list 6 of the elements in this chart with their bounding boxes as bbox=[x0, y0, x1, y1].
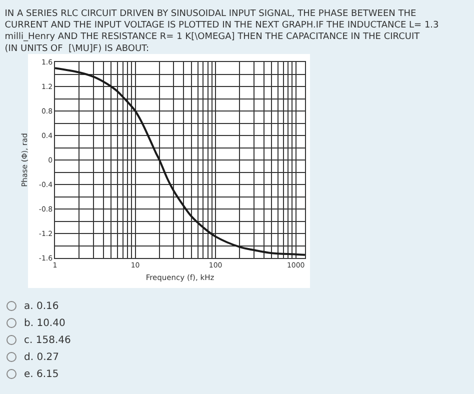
text: a. 0.16 bbox=[24, 301, 59, 312]
text: d. 0.27 bbox=[24, 352, 59, 363]
text: c. 158.46 bbox=[24, 335, 71, 346]
text: b. 10.40 bbox=[24, 318, 66, 329]
text: e. 6.15 bbox=[24, 369, 59, 380]
chart-title: IN A SERIES RLC CIRCUIT DRIVEN BY SINUSOIDAL INPUT SIGNAL, THE PHASE BETWEEN THE CURRENT AND THE INPUT VOLTAGE IS PLOTTED IN THE NEXT GRAPH.IF THE INDUCTANCE L= 1.3 milli_Henry AND THE RESISTANCE R= 1 K[\OMEGA] THEN THE CAPACITANCE IN THE CIRCUIT (IN UNITS OF [\MU]F) IS ABOUT: bbox=[4, 8, 439, 54]
